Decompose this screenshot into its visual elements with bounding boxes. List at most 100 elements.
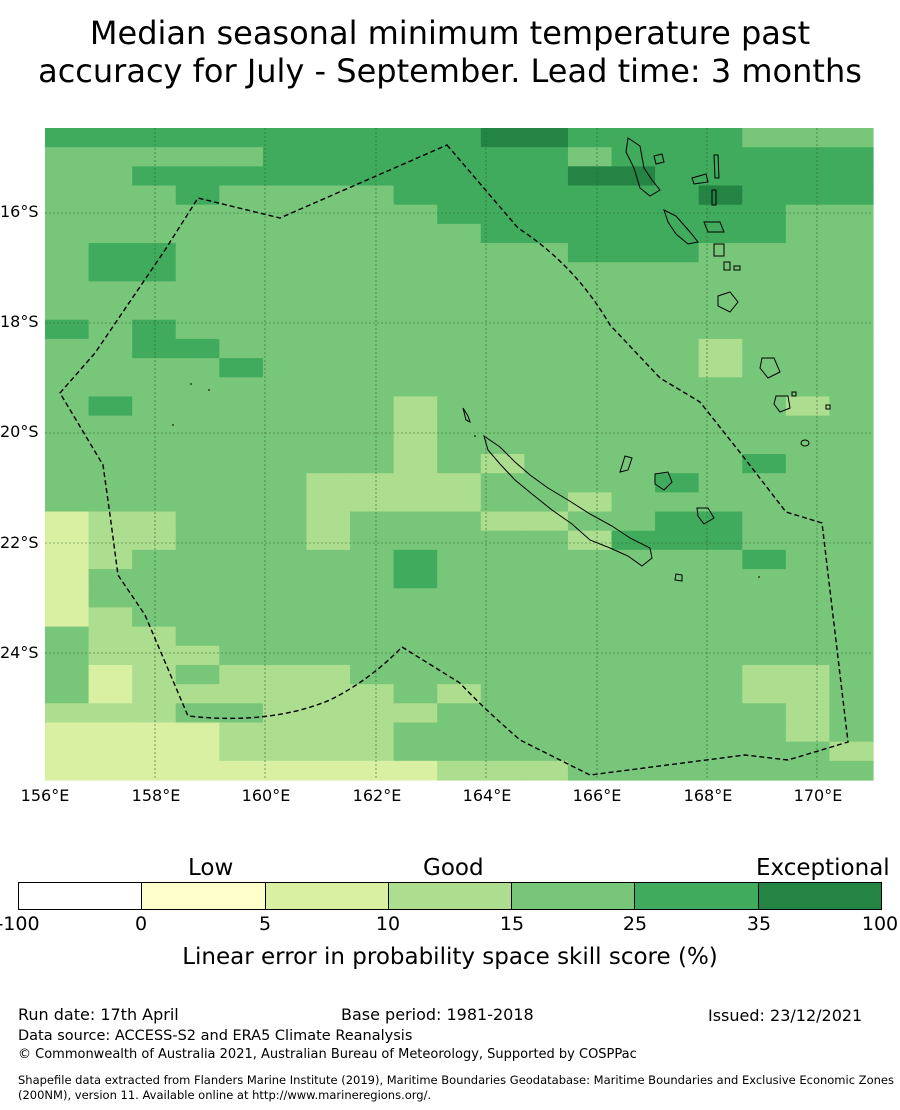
grid-cell	[88, 147, 133, 167]
grid-cell	[350, 454, 395, 474]
grid-cell	[306, 626, 351, 647]
grid-cell	[655, 281, 700, 302]
grid-cell	[655, 434, 700, 455]
grid-cell	[219, 223, 264, 244]
grid-cell	[132, 377, 177, 398]
grid-cell	[306, 607, 351, 628]
grid-cell	[524, 760, 569, 781]
grid-cell	[785, 684, 831, 704]
grid-cell	[132, 569, 177, 589]
grid-cell	[306, 645, 351, 666]
grid-cell	[698, 684, 743, 704]
grid-cell	[350, 300, 395, 321]
grid-cell	[785, 338, 831, 359]
grid-cell	[45, 473, 90, 493]
grid-cell	[655, 338, 700, 359]
grid-cell	[829, 454, 874, 474]
grid-cell	[611, 243, 656, 263]
grid-cell	[219, 703, 264, 724]
grid-cell	[611, 569, 656, 589]
grid-cell	[262, 223, 308, 244]
grid-cell	[306, 760, 351, 781]
grid-cell	[175, 664, 220, 685]
grid-cell	[524, 147, 569, 167]
grid-cell	[785, 530, 831, 551]
grid-cell	[350, 530, 395, 551]
grid-cell	[524, 664, 569, 685]
grid-cell	[655, 473, 700, 493]
grid-cell	[480, 569, 525, 589]
grid-cell	[219, 262, 264, 283]
grid-cell	[132, 338, 177, 359]
grid-cell	[611, 358, 656, 378]
grid-cell	[742, 415, 787, 436]
grid-cell	[655, 223, 700, 244]
grid-cell	[88, 588, 133, 609]
grid-cell	[45, 626, 90, 647]
grid-cell	[742, 396, 787, 417]
grid-cell	[45, 147, 90, 167]
grid-cell	[785, 473, 831, 493]
issued-date: Issued: 23/12/2021	[708, 1006, 863, 1025]
grid-cell	[567, 396, 613, 417]
grid-cell	[742, 243, 787, 263]
grid-cell	[742, 664, 787, 685]
grid-cell	[88, 645, 133, 666]
grid-cell	[45, 684, 90, 704]
grid-cell	[829, 722, 874, 743]
grid-cell	[350, 185, 395, 206]
grid-cell	[393, 166, 438, 187]
grid-cell	[262, 128, 308, 148]
grid-cell	[175, 473, 220, 493]
grid-cell	[350, 223, 395, 244]
grid-cell	[567, 281, 613, 302]
grid-cell	[829, 281, 874, 302]
grid-cell	[88, 415, 133, 436]
grid-cell	[611, 626, 656, 647]
grid-cell	[655, 684, 700, 704]
grid-cell	[567, 703, 613, 724]
grid-cell	[88, 166, 133, 187]
grid-cell	[480, 319, 525, 340]
grid-cell	[262, 147, 308, 167]
grid-cell	[655, 511, 700, 532]
grid-cell	[306, 569, 351, 589]
grid-cell	[45, 338, 90, 359]
grid-cell	[829, 492, 874, 513]
grid-cell	[306, 741, 351, 762]
grid-cell	[88, 204, 133, 225]
grid-cell	[437, 741, 482, 762]
grid-cell	[219, 434, 264, 455]
grid-cell	[829, 147, 874, 167]
grid-cell	[45, 741, 90, 762]
grid-cell	[262, 185, 308, 206]
grid-cell	[175, 415, 220, 436]
colorbar-tick-10: 10	[375, 913, 401, 935]
grid-cell	[655, 703, 700, 724]
grid-cell	[437, 473, 482, 493]
colorbar-tick-25: 25	[622, 913, 648, 935]
grid-cell	[45, 569, 90, 589]
grid-cell	[45, 511, 90, 532]
grid-cell	[175, 262, 220, 283]
grid-cell	[88, 223, 133, 244]
grid-cell	[480, 300, 525, 321]
grid-cell	[480, 262, 525, 283]
grid-cell	[132, 703, 177, 724]
grid-cell	[829, 741, 874, 762]
grid-cell	[437, 607, 482, 628]
grid-cell	[393, 147, 438, 167]
grid-cell	[829, 377, 874, 398]
grid-cell	[437, 703, 482, 724]
grid-cell	[480, 377, 525, 398]
grid-cell	[480, 396, 525, 417]
grid-cell	[655, 185, 700, 206]
grid-cell	[567, 128, 613, 148]
grid-cell	[88, 358, 133, 378]
base-period: Base period: 1981-2018	[341, 1005, 534, 1024]
grid-cell	[742, 281, 787, 302]
grid-cell	[393, 549, 438, 570]
grid-cell	[306, 664, 351, 685]
grid-cell	[785, 262, 831, 283]
grid-cell	[175, 684, 220, 704]
